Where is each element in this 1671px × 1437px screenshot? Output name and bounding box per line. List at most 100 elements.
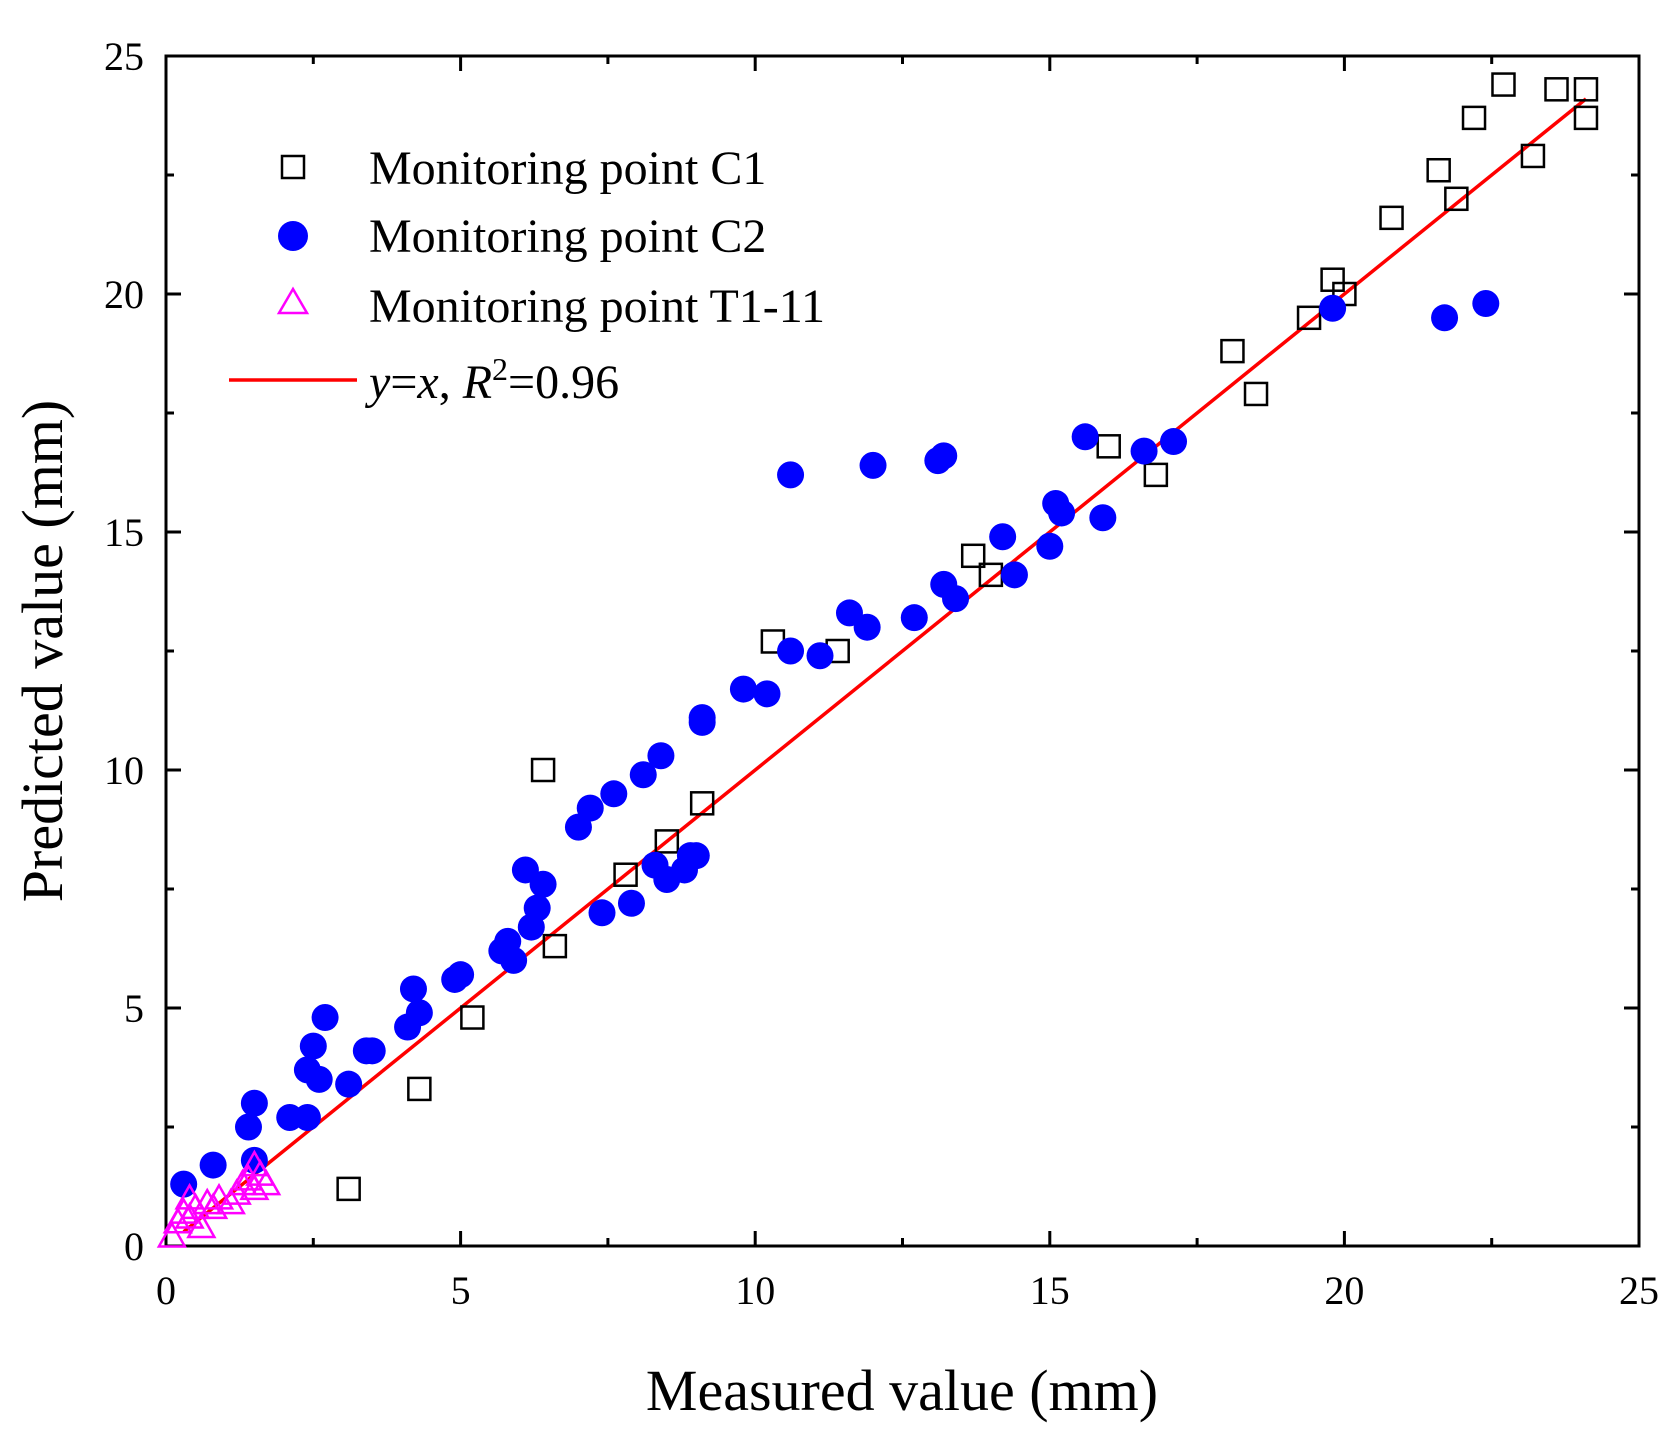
legend-fit-r-value: =0.96 bbox=[508, 356, 619, 409]
data-point-c2 bbox=[447, 961, 475, 989]
data-point-c2 bbox=[729, 675, 757, 703]
y-tick-label: 20 bbox=[104, 272, 144, 317]
series-t1-11 bbox=[156, 1149, 282, 1248]
data-point-c2 bbox=[293, 1103, 321, 1131]
series-c1 bbox=[336, 72, 1599, 1202]
data-point-c2 bbox=[311, 1004, 339, 1032]
legend-label-c2: Monitoring point C2 bbox=[369, 210, 766, 263]
data-point-c2 bbox=[500, 946, 528, 974]
data-point-c2 bbox=[1431, 304, 1459, 332]
data-point-t1-11 bbox=[203, 1182, 235, 1210]
data-point-c2 bbox=[942, 585, 970, 613]
x-tick-label: 10 bbox=[735, 1268, 775, 1313]
data-point-c2 bbox=[688, 704, 716, 732]
data-point-c2 bbox=[682, 842, 710, 870]
legend-fit-eq: = bbox=[390, 356, 417, 409]
data-point-c2 bbox=[170, 1170, 198, 1198]
data-point-c1 bbox=[460, 1005, 485, 1030]
data-point-c2 bbox=[1036, 532, 1064, 560]
data-point-c2 bbox=[600, 780, 628, 808]
legend-fit-r-sup: 2 bbox=[492, 351, 508, 387]
legend-item-c2: Monitoring point C2 bbox=[278, 210, 766, 263]
data-point-t1-11 bbox=[251, 1168, 282, 1196]
data-point-c2 bbox=[853, 613, 881, 641]
y-axis-title: Predicted value (mm) bbox=[10, 400, 75, 903]
data-point-c2 bbox=[777, 461, 805, 489]
data-point-t1-11 bbox=[186, 1211, 217, 1239]
data-point-c2 bbox=[1160, 428, 1188, 456]
data-point-c2 bbox=[399, 975, 427, 1003]
data-point-c1 bbox=[960, 543, 986, 569]
data-point-t1-11 bbox=[192, 1187, 223, 1215]
x-tick-label: 25 bbox=[1619, 1268, 1659, 1313]
data-point-t1-11 bbox=[168, 1197, 199, 1224]
data-point-c2 bbox=[647, 742, 675, 770]
data-point-c2 bbox=[335, 1070, 363, 1098]
y-tick-label: 15 bbox=[104, 510, 144, 555]
data-point-t1-11 bbox=[239, 1173, 270, 1201]
data-point-c2 bbox=[305, 1065, 333, 1093]
data-point-c1 bbox=[336, 1176, 361, 1202]
legend-fit-r: R bbox=[462, 356, 492, 409]
data-point-c2 bbox=[1130, 437, 1158, 465]
data-point-c1 bbox=[1520, 143, 1546, 169]
data-point-c1 bbox=[1426, 157, 1451, 183]
data-point-c1 bbox=[1379, 205, 1404, 231]
data-point-c2 bbox=[405, 999, 433, 1027]
data-point-c1 bbox=[1143, 462, 1169, 488]
data-point-c2 bbox=[859, 451, 887, 479]
data-point-c1 bbox=[1461, 105, 1487, 131]
data-point-c2 bbox=[806, 642, 834, 670]
data-point-c1 bbox=[1096, 434, 1121, 459]
fit-line-y-equals-x bbox=[182, 97, 1588, 1234]
y-tick-label: 0 bbox=[124, 1224, 144, 1269]
data-point-c1 bbox=[530, 757, 556, 783]
data-point-c2 bbox=[1472, 290, 1500, 318]
y-tick-label: 5 bbox=[124, 986, 144, 1031]
data-point-c1 bbox=[407, 1076, 432, 1102]
legend-item-fit: y=x, R2=0.96 bbox=[229, 351, 619, 409]
data-point-c2 bbox=[529, 870, 557, 898]
y-tick-label: 25 bbox=[104, 34, 144, 79]
data-point-c1 bbox=[1573, 77, 1599, 102]
legend-fit-y: y bbox=[364, 356, 391, 409]
data-point-c1 bbox=[542, 933, 568, 959]
data-point-c1 bbox=[1444, 186, 1469, 212]
data-point-c2 bbox=[1071, 423, 1099, 451]
legend-label-fit: y=x, R2=0.96 bbox=[364, 351, 619, 409]
x-tick-label: 20 bbox=[1324, 1268, 1364, 1313]
x-tick-label: 0 bbox=[156, 1268, 176, 1313]
data-point-c1 bbox=[689, 791, 715, 816]
data-point-c2 bbox=[617, 889, 645, 917]
data-point-c1 bbox=[1544, 77, 1569, 102]
legend-fit-x: x bbox=[416, 356, 438, 409]
data-point-c2 bbox=[1319, 294, 1347, 322]
data-point-c1 bbox=[1573, 105, 1599, 131]
legend-marker-t1-11 bbox=[276, 286, 310, 315]
x-tick-label: 15 bbox=[1030, 1268, 1070, 1313]
data-point-c2 bbox=[1000, 561, 1028, 589]
legend-fit-sep: , bbox=[439, 356, 463, 409]
data-point-c2 bbox=[576, 794, 604, 822]
data-point-c2 bbox=[930, 442, 958, 470]
data-point-c1 bbox=[654, 829, 680, 854]
data-point-c2 bbox=[1048, 499, 1076, 527]
y-tick-label: 10 bbox=[104, 748, 144, 793]
data-point-c2 bbox=[989, 523, 1017, 551]
data-point-c2 bbox=[1089, 504, 1117, 532]
series-c2 bbox=[170, 290, 1500, 1198]
data-point-c1 bbox=[1220, 338, 1245, 364]
data-point-c2 bbox=[629, 761, 657, 789]
x-axis-title: Measured value (mm) bbox=[646, 1358, 1158, 1423]
legend: Monitoring point C1 Monitoring point C2 … bbox=[229, 142, 825, 409]
data-point-c2 bbox=[299, 1032, 327, 1060]
data-point-c2 bbox=[588, 899, 616, 927]
data-point-c2 bbox=[234, 1113, 262, 1141]
data-point-c2 bbox=[199, 1151, 227, 1179]
x-axis: 0 5 10 15 20 25 bbox=[156, 56, 1659, 1313]
data-point-c1 bbox=[613, 862, 638, 887]
data-point-c2 bbox=[777, 637, 805, 665]
data-point-t1-11 bbox=[156, 1220, 188, 1248]
data-point-c1 bbox=[1491, 72, 1516, 97]
